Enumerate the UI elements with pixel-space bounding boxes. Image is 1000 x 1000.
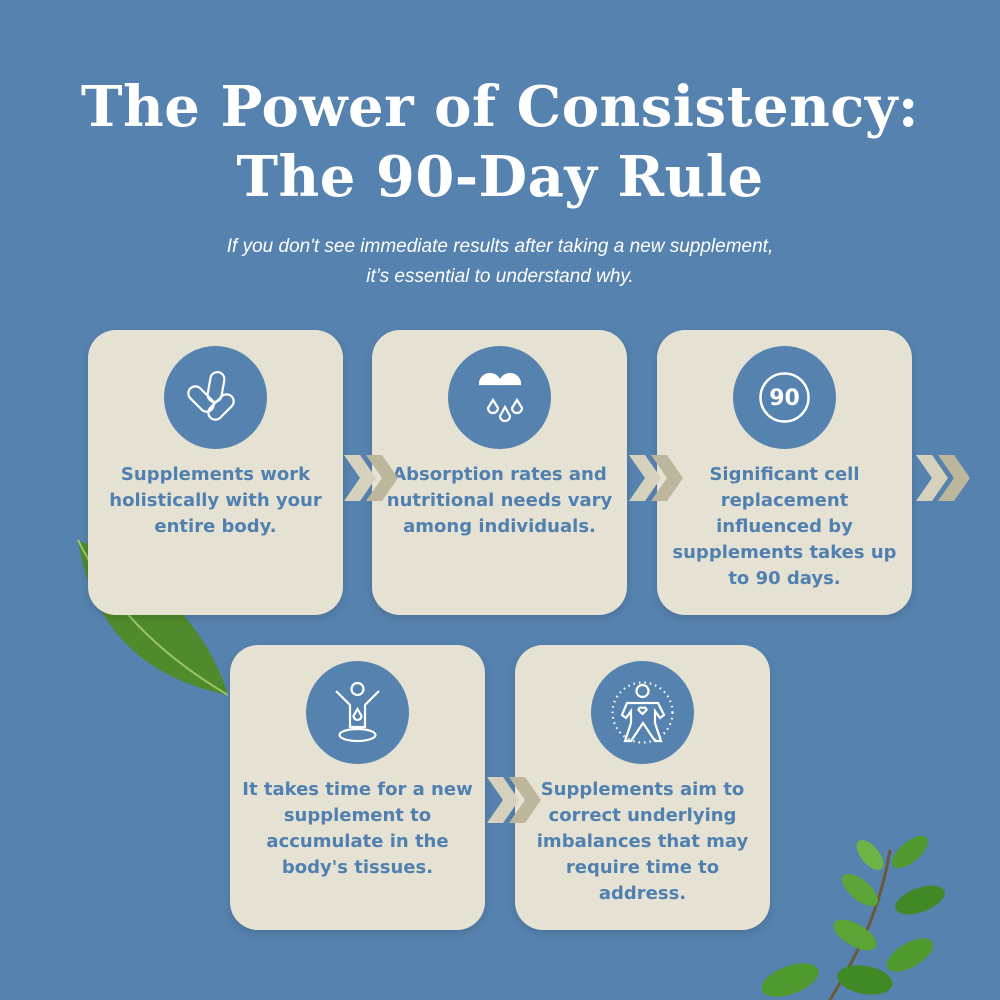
subtitle-line-1: If you don't see immediate results after… <box>226 236 774 257</box>
body-absorption-icon <box>306 661 409 764</box>
card-accumulate: It takes time for a new supplement to ac… <box>230 645 485 930</box>
card-text: It takes time for a new supplement to ac… <box>242 779 473 878</box>
card-text: Supplements work holistically with your … <box>109 464 322 537</box>
chevron-arrow-2-icon <box>629 455 683 501</box>
capsules-icon <box>164 346 267 449</box>
card-imbalances: Supplements aim to correct underlying im… <box>515 645 770 930</box>
subtitle-line-2: it’s essential to understand why. <box>366 266 634 287</box>
card-text: Supplements aim to correct underlying im… <box>536 779 749 904</box>
ninety-badge-icon: 90 <box>733 346 836 449</box>
card-holistic: Supplements work holistically with your … <box>88 330 343 615</box>
title-line-2: The 90-Day Rule <box>236 144 764 210</box>
subtitle: If you don't see immediate results after… <box>0 232 1000 292</box>
chevron-arrow-4-icon <box>487 777 541 823</box>
card-text: Significant cell replacement influenced … <box>672 464 897 589</box>
card-text: Absorption rates and nutritional needs v… <box>386 464 613 537</box>
card-absorption: Absorption rates and nutritional needs v… <box>372 330 627 615</box>
page-title: The Power of Consistency: The 90-Day Rul… <box>0 72 1000 212</box>
ninety-label: 90 <box>769 386 800 411</box>
card-ninety-days: 90 Significant cell replacement influenc… <box>657 330 912 615</box>
title-line-1: The Power of Consistency: <box>80 74 920 140</box>
body-balance-icon <box>591 661 694 764</box>
chevron-arrow-3-icon <box>916 455 970 501</box>
chevron-arrow-1-icon <box>344 455 398 501</box>
capsule-drops-icon <box>448 346 551 449</box>
leaf-branch-decoration <box>761 835 945 1000</box>
